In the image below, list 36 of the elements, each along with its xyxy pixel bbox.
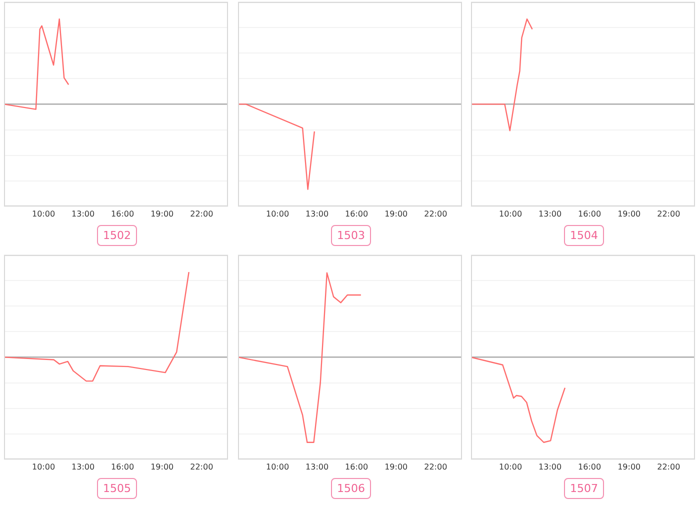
- text: 1507: [564, 478, 604, 499]
- text: 1502: [97, 225, 137, 246]
- x-tick-label: 16:00: [111, 209, 134, 218]
- text: 1505: [97, 478, 137, 499]
- x-tick-label: 22:00: [657, 209, 680, 218]
- x-tick-label: 10:00: [32, 209, 56, 218]
- x-tick-label: 22:00: [657, 462, 680, 472]
- x-tick-label: 13:00: [538, 209, 562, 218]
- x-tick-label: 13:00: [72, 209, 95, 218]
- x-tick-label: 16:00: [578, 209, 602, 218]
- x-tick-label: 16:00: [578, 462, 602, 472]
- x-tick-label: 19:00: [150, 209, 174, 218]
- x-tick-label: 16:00: [345, 462, 368, 472]
- x-tick-label: 22:00: [190, 209, 214, 218]
- x-tick-label: 22:00: [424, 209, 448, 218]
- x-tick-label: 16:00: [111, 462, 134, 472]
- x-tick-label: 22:00: [424, 462, 448, 472]
- x-tick-label: 16:00: [345, 209, 368, 218]
- x-tick-label: 19:00: [150, 462, 174, 472]
- x-tick-label: 19:00: [618, 209, 641, 218]
- x-tick-label: 13:00: [306, 462, 329, 472]
- x-tick-label: 10:00: [499, 209, 522, 218]
- x-tick-label: 13:00: [72, 462, 95, 472]
- text: 1504: [564, 225, 604, 246]
- x-tick-label: 13:00: [306, 209, 329, 218]
- x-tick-label: 10:00: [499, 462, 522, 472]
- x-tick-label: 10:00: [266, 462, 290, 472]
- x-tick-label: 13:00: [538, 462, 562, 472]
- text: 1503: [331, 225, 371, 246]
- x-tick-label: 19:00: [384, 209, 408, 218]
- x-tick-label: 10:00: [32, 462, 56, 472]
- text: 1506: [331, 478, 371, 499]
- x-tick-label: 19:00: [384, 462, 408, 472]
- x-tick-label: 19:00: [618, 462, 641, 472]
- x-tick-label: 22:00: [190, 462, 214, 472]
- x-tick-label: 10:00: [266, 209, 290, 218]
